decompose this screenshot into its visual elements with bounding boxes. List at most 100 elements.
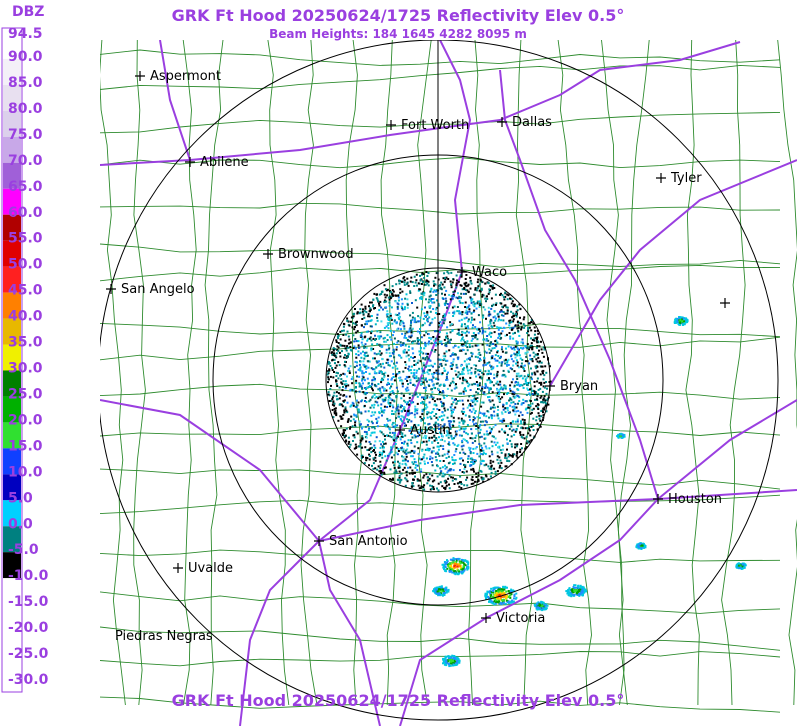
echo-pixel xyxy=(485,430,488,433)
echo-pixel xyxy=(520,341,523,344)
echo-pixel xyxy=(497,326,500,329)
echo-pixel xyxy=(348,338,351,341)
echo-pixel xyxy=(423,488,426,491)
echo-pixel xyxy=(447,657,450,660)
echo-pixel xyxy=(478,328,481,331)
echo-pixel xyxy=(484,592,487,595)
echo-pixel xyxy=(347,418,350,421)
echo-pixel xyxy=(402,394,405,397)
echo-pixel xyxy=(509,439,512,442)
echo-pixel xyxy=(445,457,448,459)
echo-pixel xyxy=(381,453,383,456)
echo-pixel xyxy=(342,400,345,403)
echo-pixel xyxy=(416,441,419,444)
echo-pixel xyxy=(378,350,381,353)
echo-pixel xyxy=(523,326,526,329)
echo-pixel xyxy=(470,318,473,321)
echo-pixel xyxy=(476,302,479,305)
echo-pixel xyxy=(472,469,475,471)
echo-pixel xyxy=(533,326,536,329)
echo-pixel xyxy=(512,420,515,423)
echo-pixel xyxy=(328,362,331,365)
echo-pixel xyxy=(462,373,465,375)
echo-pixel xyxy=(427,357,430,360)
echo-pixel xyxy=(492,316,495,319)
echo-pixel xyxy=(465,478,468,481)
echo-pixel xyxy=(507,294,510,297)
echo-pixel xyxy=(504,585,507,588)
echo-pixel xyxy=(331,396,334,399)
echo-pixel xyxy=(459,297,462,300)
city-label: Tyler xyxy=(670,171,702,186)
echo-pixel xyxy=(531,348,534,351)
echo-pixel xyxy=(450,566,453,569)
echo-pixel xyxy=(368,448,371,451)
echo-pixel xyxy=(577,587,580,590)
echo-pixel xyxy=(422,476,425,479)
echo-pixel xyxy=(462,379,465,382)
echo-pixel xyxy=(398,318,401,321)
echo-pixel xyxy=(738,567,741,569)
echo-pixel xyxy=(487,396,489,399)
echo-pixel xyxy=(425,457,428,460)
county-line xyxy=(345,40,363,706)
echo-pixel xyxy=(463,430,466,433)
echo-pixel xyxy=(422,486,425,489)
echo-pixel xyxy=(408,375,411,378)
echo-pixel xyxy=(494,602,497,605)
echo-pixel xyxy=(388,435,391,438)
echo-pixel xyxy=(463,349,466,351)
echo-pixel xyxy=(412,426,415,429)
echo-pixel xyxy=(433,330,436,333)
echo-pixel xyxy=(342,434,344,436)
echo-pixel xyxy=(390,360,393,363)
echo-pixel xyxy=(385,300,388,303)
echo-pixel xyxy=(371,379,374,382)
echo-pixel xyxy=(358,382,361,385)
echo-pixel xyxy=(433,386,436,389)
echo-pixel xyxy=(369,443,372,445)
echo-pixel xyxy=(346,375,348,378)
echo-pixel xyxy=(371,395,374,398)
echo-pixel xyxy=(514,413,517,416)
echo-pixel xyxy=(490,450,493,453)
echo-pixel xyxy=(469,404,472,407)
echo-pixel xyxy=(453,462,456,465)
echo-pixel xyxy=(433,479,436,482)
echo-pixel xyxy=(433,301,436,304)
echo-pixel xyxy=(355,414,358,417)
echo-pixel xyxy=(439,287,442,290)
echo-pixel xyxy=(381,398,384,401)
echo-pixel xyxy=(402,408,405,411)
echo-pixel xyxy=(342,429,345,432)
echo-pixel xyxy=(490,440,493,443)
echo-pixel xyxy=(461,344,464,347)
echo-pixel xyxy=(447,590,450,593)
echo-pixel xyxy=(406,277,409,280)
echo-pixel xyxy=(527,326,530,329)
echo-pixel xyxy=(464,464,467,467)
echo-pixel xyxy=(354,424,356,427)
echo-pixel xyxy=(526,411,529,414)
echo-pixel xyxy=(476,300,479,303)
echo-pixel xyxy=(513,303,515,306)
echo-pixel xyxy=(500,461,503,464)
echo-pixel xyxy=(353,389,356,392)
echo-pixel xyxy=(395,439,398,442)
echo-pixel xyxy=(423,453,426,456)
echo-pixel xyxy=(501,444,504,447)
city-marker xyxy=(135,71,145,81)
echo-pixel xyxy=(431,375,434,378)
echo-pixel xyxy=(494,424,497,427)
echo-pixel xyxy=(403,424,406,427)
echo-pixel xyxy=(416,478,419,481)
echo-pixel xyxy=(536,338,538,341)
echo-pixel xyxy=(404,378,407,380)
echo-pixel xyxy=(437,424,440,427)
echo-pixel xyxy=(401,302,404,305)
echo-pixel xyxy=(424,322,426,325)
echo-pixel xyxy=(478,384,481,387)
echo-pixel xyxy=(397,403,400,406)
echo-pixel xyxy=(541,370,544,373)
echo-pixel xyxy=(372,462,375,465)
